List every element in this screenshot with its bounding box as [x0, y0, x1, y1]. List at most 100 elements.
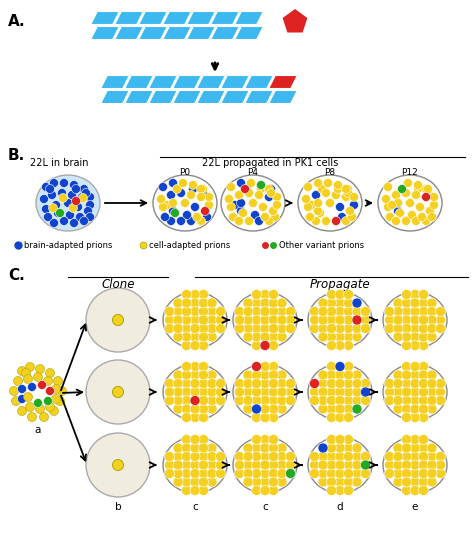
Polygon shape [115, 12, 143, 24]
Circle shape [176, 216, 185, 225]
Circle shape [179, 179, 188, 188]
Circle shape [419, 486, 428, 496]
Circle shape [268, 486, 279, 496]
Circle shape [260, 315, 270, 325]
Circle shape [250, 210, 259, 219]
Circle shape [361, 460, 371, 470]
Circle shape [401, 189, 410, 198]
Circle shape [410, 486, 420, 496]
Circle shape [321, 189, 330, 198]
Circle shape [18, 366, 27, 376]
Circle shape [401, 361, 411, 371]
Circle shape [401, 477, 411, 487]
Circle shape [260, 460, 270, 470]
Circle shape [327, 324, 337, 334]
Circle shape [260, 412, 270, 422]
Circle shape [436, 315, 446, 325]
Circle shape [318, 315, 328, 325]
Circle shape [352, 468, 362, 478]
Circle shape [199, 370, 209, 380]
Circle shape [327, 332, 337, 342]
Circle shape [164, 379, 174, 388]
Circle shape [318, 298, 328, 308]
Circle shape [243, 460, 253, 470]
Circle shape [427, 332, 437, 342]
Ellipse shape [233, 292, 297, 348]
Ellipse shape [163, 364, 227, 420]
Circle shape [427, 443, 437, 453]
Circle shape [164, 324, 174, 334]
Circle shape [252, 332, 262, 342]
Circle shape [27, 412, 36, 421]
Circle shape [346, 206, 355, 215]
Polygon shape [235, 12, 263, 24]
Circle shape [335, 387, 345, 397]
Circle shape [327, 290, 337, 300]
Circle shape [42, 183, 51, 191]
Circle shape [393, 199, 402, 208]
Circle shape [421, 216, 430, 225]
Circle shape [243, 477, 253, 487]
Circle shape [285, 379, 295, 388]
Circle shape [327, 477, 337, 487]
Polygon shape [173, 75, 201, 88]
Circle shape [237, 206, 246, 215]
Circle shape [327, 341, 337, 351]
Circle shape [310, 396, 319, 406]
Circle shape [331, 216, 340, 225]
Circle shape [181, 199, 190, 208]
Circle shape [285, 387, 295, 397]
Circle shape [318, 379, 328, 388]
Text: Propagate: Propagate [310, 278, 370, 291]
Circle shape [268, 452, 279, 462]
Text: 22L propagated in PK1 cells: 22L propagated in PK1 cells [202, 158, 338, 168]
Circle shape [352, 452, 362, 462]
Circle shape [335, 452, 345, 462]
Circle shape [164, 452, 174, 462]
Circle shape [393, 206, 402, 215]
Text: 22L in brain: 22L in brain [30, 158, 89, 168]
Circle shape [85, 193, 94, 201]
Circle shape [264, 184, 273, 194]
Circle shape [191, 203, 200, 211]
Circle shape [410, 290, 420, 300]
Circle shape [44, 376, 53, 386]
Circle shape [310, 324, 319, 334]
Circle shape [327, 370, 337, 380]
Circle shape [252, 486, 262, 496]
Circle shape [436, 468, 446, 478]
Circle shape [252, 396, 262, 406]
Circle shape [190, 332, 200, 342]
Circle shape [57, 386, 66, 396]
Circle shape [235, 324, 245, 334]
Circle shape [393, 332, 403, 342]
Circle shape [182, 396, 191, 406]
Circle shape [163, 200, 172, 209]
Circle shape [318, 387, 328, 397]
Circle shape [243, 468, 253, 478]
Circle shape [243, 324, 253, 334]
Circle shape [277, 468, 287, 478]
Circle shape [285, 306, 295, 316]
Circle shape [413, 180, 422, 189]
Circle shape [207, 468, 217, 478]
Circle shape [182, 435, 191, 445]
Circle shape [268, 332, 279, 342]
Circle shape [190, 387, 200, 397]
Circle shape [260, 443, 270, 453]
Circle shape [190, 379, 200, 388]
Circle shape [168, 179, 177, 188]
Circle shape [327, 298, 337, 308]
Circle shape [344, 468, 354, 478]
Circle shape [258, 203, 267, 211]
Circle shape [207, 404, 217, 414]
Circle shape [207, 396, 217, 406]
Circle shape [65, 210, 74, 219]
Circle shape [166, 190, 175, 199]
Circle shape [173, 184, 182, 194]
Circle shape [335, 306, 345, 316]
Circle shape [252, 315, 262, 325]
Circle shape [186, 190, 195, 199]
Circle shape [388, 200, 396, 209]
Circle shape [260, 361, 270, 371]
